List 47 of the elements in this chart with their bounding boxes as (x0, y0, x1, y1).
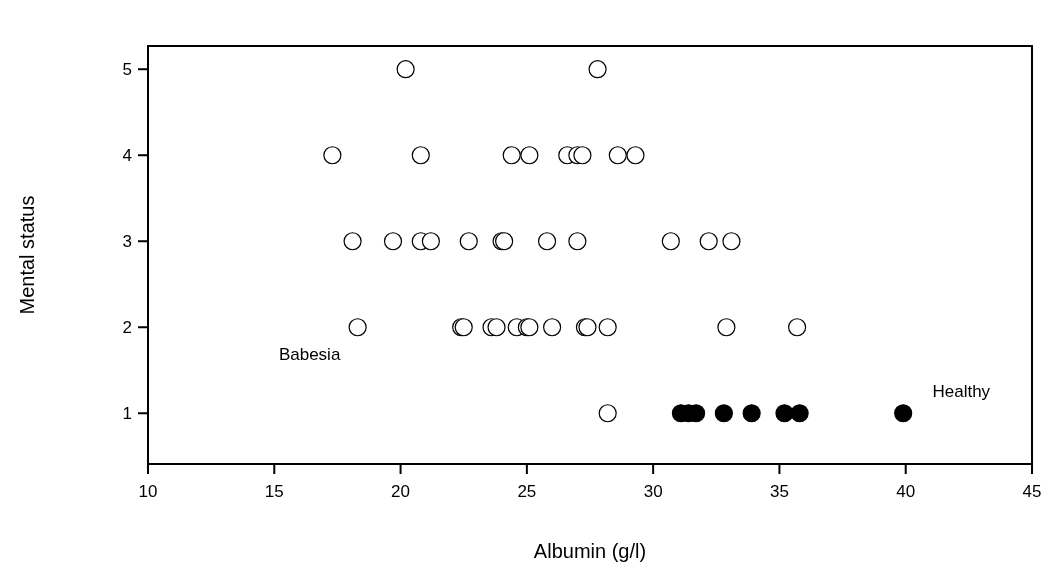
point (502, 146, 521, 165)
x-tick-label: 25 (517, 482, 537, 501)
point (626, 146, 645, 165)
y-axis-title: Mental status (16, 195, 38, 315)
x-tick-label: 30 (643, 482, 663, 501)
point (520, 146, 539, 165)
point (383, 232, 403, 251)
point (573, 146, 592, 165)
x-tick-label: 15 (264, 482, 284, 501)
point (396, 60, 415, 79)
point (543, 318, 562, 337)
x-tick-label: 45 (1022, 482, 1042, 501)
point (714, 404, 733, 423)
y-tick-label: 5 (122, 60, 132, 80)
point (661, 232, 680, 251)
x-tick-label: 10 (138, 482, 158, 501)
point (588, 60, 607, 79)
point (598, 318, 617, 337)
annotation: Babesia (278, 344, 341, 364)
point (537, 232, 557, 251)
point (717, 318, 736, 337)
point (568, 232, 587, 251)
y-tick-label: 3 (122, 232, 132, 252)
point (608, 146, 627, 165)
x-tick-label: 40 (896, 482, 916, 501)
y-tick-label: 4 (122, 146, 132, 166)
y-tick-label: 1 (122, 404, 132, 424)
point (598, 404, 617, 423)
x-tick-label: 35 (769, 482, 789, 501)
point (742, 404, 761, 423)
point (894, 404, 913, 423)
point (699, 232, 718, 251)
x-axis-title: Albumin (g/l) (533, 540, 647, 562)
point (487, 318, 506, 337)
point (348, 318, 367, 337)
point (411, 146, 430, 165)
point (775, 404, 794, 423)
point (343, 232, 362, 251)
point (323, 146, 342, 165)
point (788, 318, 807, 337)
point (459, 232, 478, 251)
point (722, 232, 741, 251)
y-tick-label: 2 (122, 318, 132, 338)
x-tick-label: 20 (391, 482, 411, 501)
point (421, 232, 440, 251)
point (790, 404, 809, 423)
annotation: Healthy (932, 381, 991, 401)
